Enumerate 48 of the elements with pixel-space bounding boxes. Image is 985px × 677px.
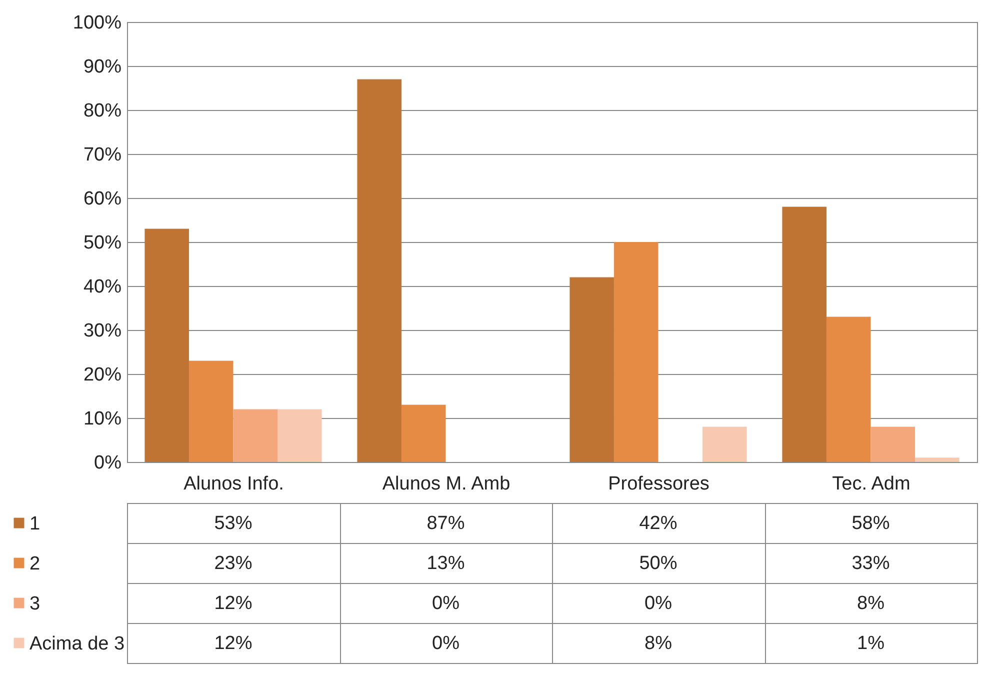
data-label: 0% bbox=[432, 633, 460, 654]
bar bbox=[614, 242, 658, 462]
y-tick-label: 0% bbox=[94, 452, 122, 474]
x-tick-label: Alunos Info. bbox=[184, 474, 284, 494]
bar bbox=[782, 206, 826, 462]
data-label: 33% bbox=[852, 553, 890, 574]
bar bbox=[278, 409, 322, 462]
legend-label: 2 bbox=[30, 554, 40, 574]
y-tick-label: 70% bbox=[83, 144, 122, 166]
bar bbox=[915, 458, 960, 462]
y-tick-label: 80% bbox=[83, 100, 122, 122]
data-label: 23% bbox=[214, 553, 252, 574]
bar bbox=[570, 277, 614, 462]
data-label: 42% bbox=[639, 513, 678, 534]
y-tick-label: 20% bbox=[83, 364, 122, 386]
legend-label: 3 bbox=[30, 594, 40, 614]
legend-label: Acima de 3 bbox=[30, 634, 125, 654]
y-tick-label: 50% bbox=[83, 232, 122, 254]
data-label: 13% bbox=[426, 553, 465, 574]
x-tick-label: Professores bbox=[608, 474, 710, 494]
data-label: 8% bbox=[857, 593, 885, 614]
x-tick-label: Tec. Adm bbox=[832, 474, 910, 494]
y-tick-label: 60% bbox=[83, 188, 122, 210]
bar bbox=[702, 426, 747, 462]
data-label: 87% bbox=[426, 513, 465, 534]
bar bbox=[144, 228, 189, 462]
data-label: 12% bbox=[214, 593, 252, 614]
y-tick-label: 40% bbox=[83, 276, 122, 298]
data-label: 8% bbox=[644, 633, 672, 654]
bar bbox=[870, 426, 916, 462]
y-tick-label: 90% bbox=[83, 56, 122, 78]
y-tick-label: 10% bbox=[83, 408, 122, 430]
legend-label: 1 bbox=[30, 514, 40, 534]
y-tick-label: 30% bbox=[83, 320, 122, 342]
bar bbox=[401, 404, 446, 462]
data-label: 12% bbox=[214, 633, 252, 654]
bar bbox=[188, 360, 234, 462]
data-label: 50% bbox=[639, 553, 678, 574]
y-tick-label: 100% bbox=[72, 12, 122, 34]
data-label: 0% bbox=[432, 593, 460, 614]
x-tick-label: Alunos M. Amb bbox=[382, 474, 510, 494]
bar bbox=[357, 79, 402, 462]
bar bbox=[826, 316, 871, 462]
data-label: 1% bbox=[857, 633, 885, 654]
data-label: 58% bbox=[852, 513, 890, 534]
bar bbox=[233, 409, 278, 462]
data-label: 53% bbox=[214, 513, 252, 534]
data-label: 0% bbox=[644, 593, 672, 614]
